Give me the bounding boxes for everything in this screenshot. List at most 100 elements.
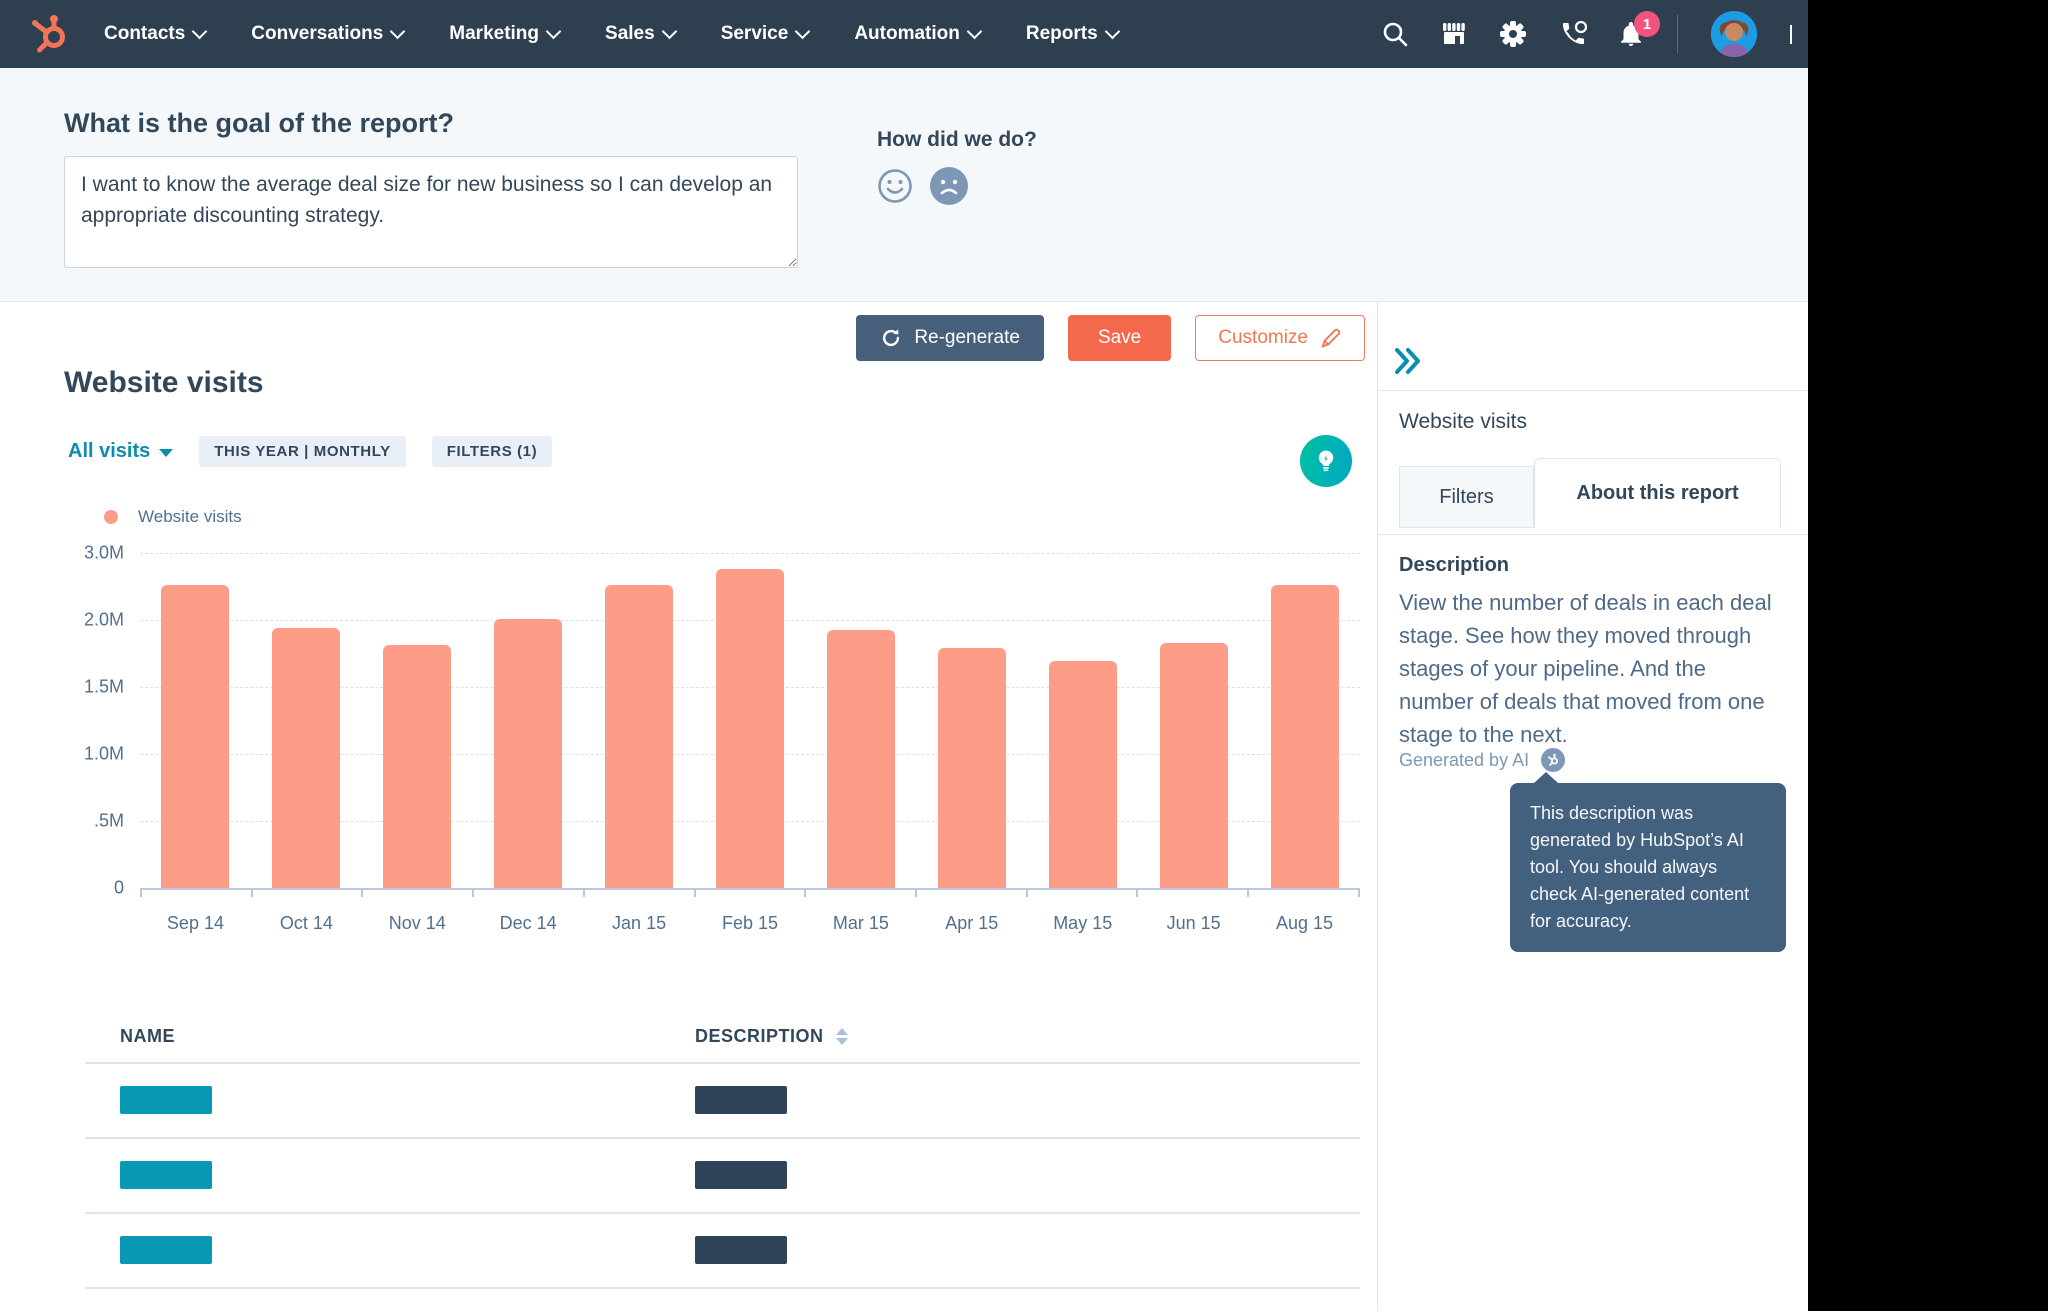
account-caret-icon[interactable] bbox=[1790, 25, 1792, 44]
collapse-sidebar-button[interactable] bbox=[1392, 346, 1426, 381]
generated-by-ai-row: Generated by AI bbox=[1399, 748, 1566, 772]
notification-count-badge[interactable]: 1 bbox=[1634, 11, 1660, 37]
column-header-label: DESCRIPTION bbox=[695, 1026, 824, 1046]
chevron-down-icon bbox=[795, 23, 811, 40]
table-row[interactable] bbox=[85, 1062, 1360, 1137]
x-tick-label: May 15 bbox=[1053, 913, 1113, 933]
bar-jan-15[interactable] bbox=[605, 585, 674, 888]
bar-mar-15[interactable] bbox=[826, 630, 895, 888]
nav-item-reports[interactable]: Reports bbox=[1026, 23, 1120, 45]
redacted-name-value bbox=[120, 1161, 212, 1189]
marketplace-icon[interactable] bbox=[1441, 21, 1467, 47]
axis-tick bbox=[1136, 890, 1139, 897]
sort-arrows-icon[interactable] bbox=[835, 1028, 848, 1045]
hubspot-logo-icon[interactable] bbox=[26, 11, 72, 57]
about-report-sidebar: Website visits Filters About this report… bbox=[1377, 302, 1808, 1311]
report-goal-section: What is the goal of the report? I want t… bbox=[0, 68, 1808, 302]
y-tick-label: 2.0M bbox=[83, 609, 124, 630]
nav-item-conversations[interactable]: Conversations bbox=[251, 23, 406, 45]
goal-textarea[interactable]: I want to know the average deal size for… bbox=[64, 156, 798, 268]
x-tick-label: Nov 14 bbox=[388, 913, 446, 933]
nav-item-service[interactable]: Service bbox=[721, 23, 811, 45]
customize-button[interactable]: Customize bbox=[1195, 315, 1365, 361]
nav-item-sales[interactable]: Sales bbox=[605, 23, 677, 45]
chart-legend: Website visits bbox=[104, 507, 242, 527]
caret-down-icon bbox=[159, 448, 174, 457]
generated-by-ai-label: Generated by AI bbox=[1399, 749, 1530, 770]
bar-feb-15[interactable] bbox=[715, 568, 784, 888]
table-row[interactable] bbox=[85, 1287, 1360, 1311]
tab-about-this-report[interactable]: About this report bbox=[1534, 458, 1781, 528]
feedback-title: How did we do? bbox=[877, 128, 1037, 151]
y-tick-label: 1.0M bbox=[83, 743, 124, 764]
goal-question-title: What is the goal of the report? bbox=[64, 108, 454, 138]
redacted-description-value bbox=[695, 1236, 787, 1264]
axis-tick bbox=[250, 890, 253, 897]
bar-sep-14[interactable] bbox=[161, 585, 230, 888]
chevron-down-icon bbox=[966, 23, 983, 40]
x-tick-label: Jan 15 bbox=[612, 913, 667, 933]
axis-ticks bbox=[140, 890, 1360, 897]
y-tick-label: 3.0M bbox=[83, 542, 124, 563]
notifications-bell-icon[interactable]: 1 bbox=[1618, 11, 1660, 47]
smiley-positive-icon[interactable] bbox=[877, 168, 913, 209]
x-tick-label: Apr 15 bbox=[945, 913, 999, 933]
save-button[interactable]: Save bbox=[1067, 315, 1172, 361]
sprocket-ai-icon[interactable] bbox=[1541, 748, 1566, 772]
insights-lightbulb-button[interactable] bbox=[1300, 435, 1352, 487]
axis-tick bbox=[140, 890, 142, 897]
breakdown-dropdown[interactable]: All visits bbox=[68, 440, 174, 463]
chevron-down-icon bbox=[390, 23, 406, 40]
date-range-chip[interactable]: THIS YEAR | MONTHLY bbox=[199, 436, 406, 467]
axis-tick bbox=[1357, 890, 1360, 897]
table-header-row: NAME DESCRIPTION bbox=[85, 1014, 1360, 1062]
tab-filters[interactable]: Filters bbox=[1399, 466, 1534, 528]
double-chevron-right-icon bbox=[1395, 348, 1420, 374]
nav-item-marketing[interactable]: Marketing bbox=[449, 23, 562, 45]
bar-nov-14[interactable] bbox=[383, 644, 452, 888]
tooltip-text: This description was generated by HubSpo… bbox=[1530, 803, 1750, 931]
sidebar-divider bbox=[1378, 390, 1808, 391]
nav-label: Contacts bbox=[104, 23, 186, 44]
x-tick-label: Jun 15 bbox=[1166, 913, 1221, 933]
gear-hole bbox=[1509, 30, 1517, 38]
x-axis: Sep 14 Oct 14 Nov 14 Dec 14 Jan 15 Feb 15 Mar … bbox=[140, 913, 1360, 934]
column-header-name[interactable]: NAME bbox=[120, 1026, 175, 1046]
x-tick-label: Feb 15 bbox=[721, 913, 778, 933]
settings-gear-icon[interactable] bbox=[1500, 21, 1526, 47]
bar-oct-14[interactable] bbox=[272, 627, 341, 888]
lightbulb-icon bbox=[1318, 450, 1334, 472]
table-row[interactable] bbox=[85, 1212, 1360, 1287]
bar-aug-15[interactable] bbox=[1270, 585, 1339, 888]
axis-tick bbox=[804, 890, 807, 897]
nav-item-automation[interactable]: Automation bbox=[854, 23, 983, 45]
table-row[interactable] bbox=[85, 1137, 1360, 1212]
report-toolbar: Re-generate Save Customize bbox=[856, 315, 1365, 361]
axis-tick bbox=[693, 890, 696, 897]
redacted-description-value bbox=[695, 1086, 787, 1114]
legend-label: Website visits bbox=[138, 507, 242, 526]
bar-jun-15[interactable] bbox=[1159, 643, 1228, 888]
bar-dec-14[interactable] bbox=[494, 618, 563, 888]
chart-plot bbox=[140, 553, 1360, 890]
frowny-negative-icon[interactable] bbox=[929, 166, 969, 211]
redacted-name-value bbox=[120, 1086, 212, 1114]
column-header-description[interactable]: DESCRIPTION bbox=[695, 1026, 848, 1047]
regenerate-button[interactable]: Re-generate bbox=[856, 315, 1044, 361]
user-avatar[interactable] bbox=[1711, 11, 1757, 57]
x-tick-label: Mar 15 bbox=[832, 913, 889, 933]
calls-phone-icon[interactable] bbox=[1559, 20, 1588, 47]
feedback-block: How did we do? bbox=[877, 128, 1037, 211]
search-icon[interactable] bbox=[1382, 21, 1408, 47]
x-tick-label: Oct 14 bbox=[279, 913, 333, 933]
nav-item-contacts[interactable]: Contacts bbox=[104, 23, 208, 45]
axis-tick bbox=[915, 890, 918, 897]
description-heading: Description bbox=[1399, 554, 1510, 576]
axis-tick bbox=[472, 890, 475, 897]
chevron-down-icon bbox=[1104, 23, 1120, 40]
customize-label: Customize bbox=[1218, 327, 1308, 348]
bar-apr-15[interactable] bbox=[937, 647, 1006, 888]
bar-may-15[interactable] bbox=[1048, 661, 1117, 888]
table-body bbox=[85, 1062, 1360, 1311]
filters-chip[interactable]: FILTERS (1) bbox=[431, 436, 553, 467]
